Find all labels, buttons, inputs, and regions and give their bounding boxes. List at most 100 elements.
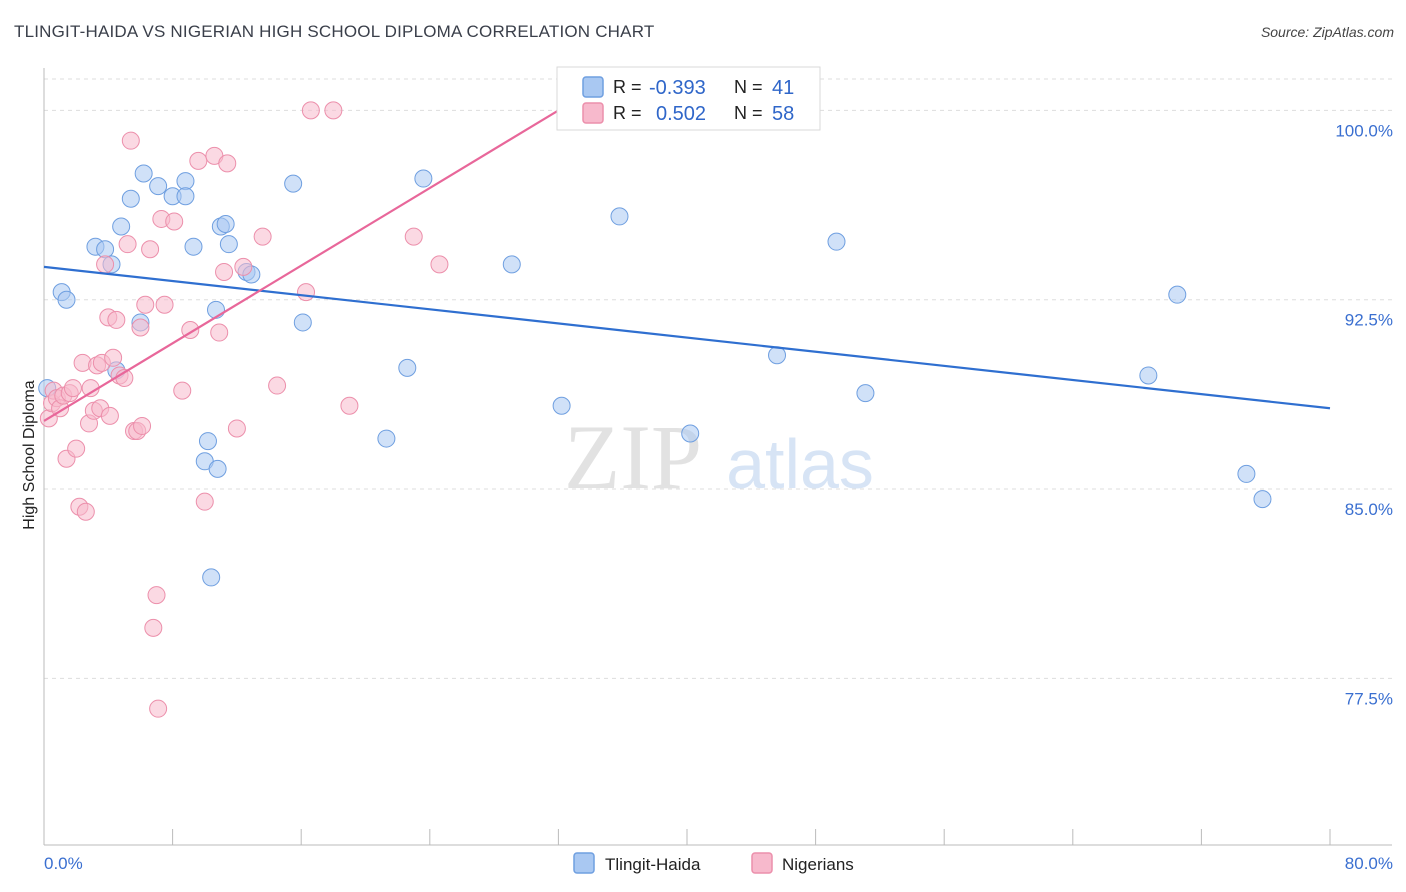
nigerian-point-33	[141, 240, 160, 259]
tlingit-trend-line	[43, 265, 1331, 410]
nigerian-point-40	[173, 381, 192, 400]
stats-blue-n-label: N =	[734, 77, 763, 97]
nigerian-point-36	[149, 699, 168, 718]
nigerian-point-52	[301, 101, 320, 120]
legend-nigerians-label: Nigerians	[782, 855, 854, 874]
nigerian-point-38	[155, 295, 174, 314]
trend-lines	[43, 109, 1331, 422]
tlingit-point-40	[1237, 464, 1256, 483]
tlingit-point-38	[1139, 366, 1158, 385]
nigerian-point-19	[96, 255, 115, 274]
nigerian-point-34	[144, 618, 163, 637]
nigerian-point-27	[121, 131, 140, 150]
chart-title: TLINGIT-HAIDA VS NIGERIAN HIGH SCHOOL DI…	[14, 22, 655, 41]
tlingit-point-11	[149, 177, 168, 196]
tlingit-point-39	[1168, 285, 1187, 304]
nigerian-point-48	[234, 257, 253, 276]
nigerian-point-51	[297, 283, 316, 302]
stats-box: R = -0.393 N = 41 R = 0.502 N = 58	[556, 66, 821, 131]
stats-blue-swatch	[582, 76, 604, 98]
tlingit-point-10	[134, 164, 153, 183]
stats-blue-n-value: 41	[772, 77, 794, 99]
x-tick-label-1: 80.0%	[1345, 854, 1393, 873]
tlingit-point-35	[768, 346, 787, 365]
nigerian-point-32	[136, 295, 155, 314]
nigerian-point-56	[215, 262, 234, 281]
nigerian-point-54	[340, 396, 359, 415]
stats-pink-r-label: R =	[613, 103, 642, 123]
tlingit-point-4	[96, 240, 115, 259]
nigerian-point-31	[133, 416, 152, 435]
tlingit-point-27	[293, 313, 312, 332]
nigerian-point-47	[227, 419, 246, 438]
stats-pink-n-label: N =	[734, 103, 763, 123]
nigerian-point-49	[253, 227, 272, 246]
tlingit-point-41	[1253, 490, 1272, 509]
watermark-zip: ZIP	[564, 406, 702, 508]
tlingit-point-37	[856, 384, 875, 403]
tlingit-point-33	[610, 207, 629, 226]
axes	[43, 68, 1392, 846]
gridlines	[44, 78, 1392, 679]
tlingit-point-13	[176, 172, 195, 191]
tlingit-point-19	[208, 459, 227, 478]
tlingit-point-26	[284, 174, 303, 193]
y-tick-label-1: 85.0%	[1345, 500, 1393, 519]
y-axis-label: High School Diploma	[21, 380, 38, 530]
y-tick-label-2: 92.5%	[1345, 311, 1393, 330]
legend-tlingit-label: Tlingit-Haida	[605, 855, 701, 874]
legend-tlingit-swatch	[573, 852, 595, 874]
tlingit-point-22	[216, 214, 235, 233]
nigerian-point-55	[404, 227, 423, 246]
nigerian-point-45	[210, 323, 229, 342]
tlingit-point-20	[207, 300, 226, 319]
nigerian-point-21	[100, 406, 119, 425]
watermark-atlas: atlas	[726, 425, 874, 503]
tlingit-point-17	[202, 568, 221, 587]
y-tick-label-0: 77.5%	[1345, 689, 1393, 708]
stats-pink-n-value: 58	[772, 103, 794, 125]
nigerian-point-53	[324, 101, 343, 120]
nigerian-point-57	[430, 255, 449, 274]
tlingit-point-8	[121, 189, 140, 208]
stats-pink-r-value: 0.502	[656, 103, 706, 125]
data-points	[38, 101, 1272, 718]
nigerian-point-46	[218, 154, 237, 173]
y-tick-label-3: 100.0%	[1335, 121, 1393, 140]
x-tick-labels: 0.0% 80.0%	[44, 854, 1393, 873]
tlingit-point-2	[57, 290, 76, 309]
nigerian-point-22	[104, 348, 123, 367]
legend-nigerians-swatch	[751, 852, 773, 874]
y-tick-labels: 77.5% 85.0% 92.5% 100.0%	[1335, 121, 1393, 708]
stats-blue-r-label: R =	[613, 77, 642, 97]
source-label: Source: ZipAtlas.com	[1260, 24, 1394, 40]
x-tick-label-0: 0.0%	[44, 854, 83, 873]
nigerian-trend-line	[43, 109, 559, 422]
tlingit-point-31	[502, 255, 521, 274]
tlingit-point-23	[219, 235, 238, 254]
tlingit-point-30	[414, 169, 433, 188]
nigerian-point-35	[147, 586, 166, 605]
nigerian-point-8	[63, 379, 82, 398]
nigerian-point-9	[67, 439, 86, 458]
tlingit-point-32	[552, 396, 571, 415]
tlingit-point-29	[398, 358, 417, 377]
nigerian-point-39	[165, 212, 184, 231]
tlingit-point-28	[377, 429, 396, 448]
nigerian-point-26	[118, 235, 137, 254]
nigerian-point-50	[268, 376, 287, 395]
tlingit-point-15	[184, 237, 203, 256]
tlingit-point-34	[681, 424, 700, 443]
nigerian-point-12	[76, 502, 95, 521]
nigerian-point-30	[131, 318, 150, 337]
tlingit-point-18	[198, 432, 217, 451]
tlingit-point-14	[176, 187, 195, 206]
stats-pink-swatch	[582, 102, 604, 124]
nigerian-point-23	[107, 310, 126, 329]
stats-blue-r-value: -0.393	[649, 77, 706, 99]
nigerian-point-42	[189, 151, 208, 170]
legend: Tlingit-Haida Nigerians	[573, 852, 854, 874]
tlingit-point-36	[827, 232, 846, 251]
nigerian-point-43	[195, 492, 214, 511]
